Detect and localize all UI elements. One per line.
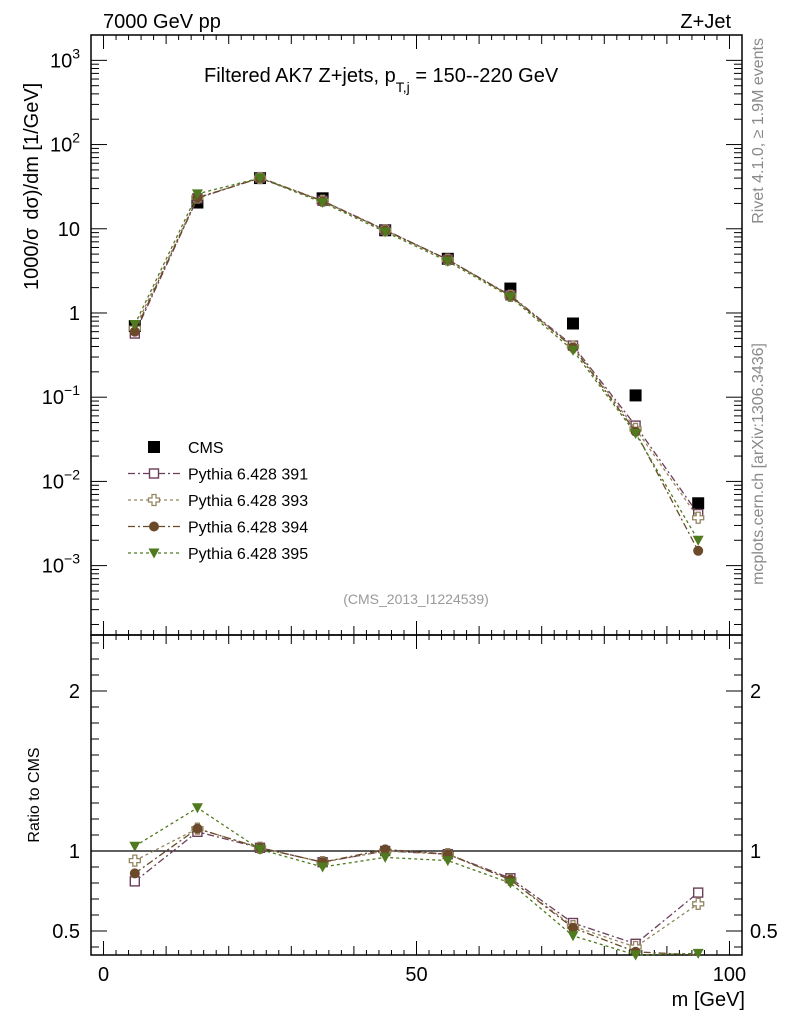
ratio-series-3-point <box>567 931 579 942</box>
ratio-series-1-line <box>134 827 699 948</box>
plot-title: Filtered AK7 Z+jets, pT,j = 150--220 GeV <box>204 65 559 95</box>
legend-label: CMS <box>188 440 224 457</box>
main-y-axis-title-part1: 1000/σ <box>21 227 43 290</box>
series-4-point <box>129 319 141 330</box>
tick-base: 10 <box>42 387 64 409</box>
series-2-point <box>692 511 705 524</box>
series-4-point <box>692 535 704 546</box>
tick-exponent: −1 <box>64 382 80 398</box>
ratio-series-3-point <box>630 950 642 961</box>
series-0-point <box>692 497 705 510</box>
ratio-series-2-line <box>134 827 699 956</box>
legend-label: Pythia 6.428 394 <box>188 520 308 537</box>
ratio-y-tick-label-right: 1 <box>750 841 761 863</box>
ratio-series-3-point <box>442 856 454 867</box>
legend: CMS Pythia 6.428 391 Pythia 6.428 393 Pythi… <box>128 440 308 563</box>
ratio-series-3-point <box>317 862 329 873</box>
series-3-line <box>134 177 699 552</box>
main-y-axis-title: 1000/σ dσ)/dm [1/GeV] <box>21 83 43 290</box>
series-0-point <box>629 389 642 402</box>
series-4-point <box>191 189 203 200</box>
series-4-point <box>504 292 516 303</box>
legend-label: Pythia 6.428 395 <box>188 546 308 563</box>
header-left-label: 7000 GeV pp <box>103 11 221 33</box>
main-y-axis-title-part2: dσ)/dm [1/GeV] <box>21 83 43 220</box>
ratio-panel: 0 50 1000.5 0.51 12 2 <box>52 634 778 986</box>
ratio-series-2-point <box>129 868 140 879</box>
rivet-version-label: Rivet 4.1.0, ≥ 1.9M events <box>750 38 767 224</box>
ratio-plot-frame <box>90 634 743 956</box>
tick-exponent: −2 <box>64 466 80 482</box>
header-right-label: Z+Jet <box>680 11 731 33</box>
mcplots-label: mcplots.cern.ch [arXiv:1306.3436] <box>750 343 767 585</box>
legend-marker <box>148 468 160 479</box>
tick-exponent: −3 <box>64 551 80 567</box>
x-tick-label: 100 <box>713 964 746 986</box>
main-y-tick-label: 1 <box>69 303 80 325</box>
ratio-y-tick-label-right: 0.5 <box>750 921 778 943</box>
ratio-y-axis-title: Ratio to CMS <box>26 747 43 842</box>
ratio-series-3-point <box>504 878 516 889</box>
ratio-y-tick-label-right: 2 <box>750 681 761 703</box>
ratio-y-tick-label: 0.5 <box>52 921 80 943</box>
tick-exponent: 2 <box>72 130 80 146</box>
series-1-line <box>134 176 699 515</box>
ratio-series-2-point <box>380 844 391 855</box>
plot-title-main: Filtered AK7 Z+jets, p <box>204 65 396 87</box>
main-y-tick-label: 102 <box>50 130 80 157</box>
ratio-y-tick-label: 2 <box>69 681 80 703</box>
x-tick-label: 0 <box>98 964 109 986</box>
series-3-point <box>129 326 140 337</box>
ratio-series-0-line <box>134 831 699 945</box>
tick-base: 10 <box>42 556 64 578</box>
ratio-series-2-point <box>192 823 203 834</box>
tick-base: 10 <box>42 471 64 493</box>
x-axis-title: m [GeV] <box>672 989 745 1011</box>
analysis-id-label: (CMS_2013_I1224539) <box>343 591 489 607</box>
tick-base: 10 <box>50 135 72 157</box>
ratio-series-3-point <box>379 852 391 863</box>
ratio-series-3-point <box>129 841 141 852</box>
ratio-y-tick-label: 1 <box>69 841 80 863</box>
ratio-series-3-line <box>134 807 699 956</box>
ratio-series-1-point <box>692 897 705 910</box>
legend-marker <box>147 493 161 507</box>
legend-label: Pythia 6.428 393 <box>188 493 308 510</box>
series-4-line <box>134 177 699 541</box>
x-tick-label: 50 <box>405 964 427 986</box>
ratio-series-0-point <box>692 887 704 898</box>
legend-label: Pythia 6.428 391 <box>188 467 308 484</box>
main-y-tick-label: 10 <box>58 219 80 241</box>
series-4-point <box>630 429 642 440</box>
series-0-point <box>566 317 579 330</box>
series-4-point <box>254 173 266 184</box>
ratio-series-2-point <box>567 922 578 933</box>
legend-marker <box>148 441 160 453</box>
main-y-tick-label: 10−2 <box>42 466 80 493</box>
series-4-point <box>442 256 454 267</box>
series-4-point <box>317 198 329 209</box>
ratio-series-1-point <box>128 854 141 867</box>
main-y-tick-label: 10−3 <box>42 551 80 578</box>
main-y-tick-label: 10−1 <box>42 382 80 409</box>
plot-title-subscript: T,j <box>396 79 410 95</box>
main-y-tick-label: 103 <box>50 45 80 72</box>
main-plot-frame <box>90 34 743 636</box>
plot-title-tail: = 150--220 GeV <box>410 65 559 87</box>
legend-marker <box>148 548 160 559</box>
series-4-point <box>379 227 391 238</box>
series-2-line <box>134 177 699 519</box>
ratio-series-3-point <box>254 844 266 855</box>
series-3-point <box>693 545 704 556</box>
series-4-point <box>567 345 579 356</box>
tick-base: 10 <box>50 50 72 72</box>
tick-exponent: 3 <box>72 45 80 61</box>
legend-marker <box>149 521 159 532</box>
ratio-series-3-point <box>191 803 203 814</box>
ratio-series-3-point <box>692 948 704 959</box>
